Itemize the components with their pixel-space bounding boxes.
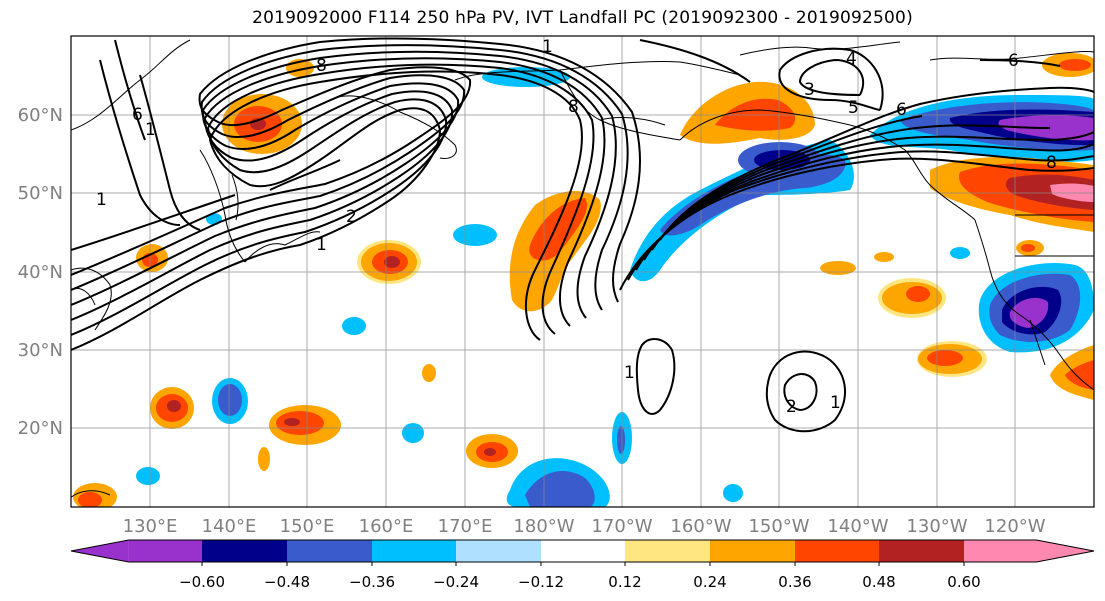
lon-label: 140°W <box>827 516 888 537</box>
colorbar-tick: 0.12 <box>608 573 641 591</box>
contour-label: 8 <box>1046 153 1057 173</box>
lon-label: 160°E <box>359 516 414 537</box>
colorbar-segment <box>128 540 203 562</box>
lat-label: 40°N <box>18 262 63 283</box>
contour-label: 6 <box>896 100 907 120</box>
lat-label: 60°N <box>18 105 63 126</box>
colorbar-segment <box>964 540 1037 562</box>
contour-label: 2 <box>786 397 797 417</box>
lat-label: 50°N <box>18 183 63 204</box>
colorbar-ticks: −0.60 −0.48 −0.36 −0.24 −0.12 0.12 0.24 … <box>179 573 981 591</box>
contour-label: 1 <box>624 363 635 383</box>
colorbar-segment <box>879 540 965 562</box>
colorbar-extend-min <box>71 540 129 562</box>
colorbar-tick: −0.12 <box>518 573 564 591</box>
lon-label: 120°W <box>984 516 1045 537</box>
lon-label: 140°E <box>202 516 257 537</box>
graticule <box>71 36 1094 507</box>
contour-label: 1 <box>542 37 553 57</box>
colorbar-extend-max <box>1036 540 1094 562</box>
contour-label: 1 <box>316 235 327 255</box>
contour-label: 3 <box>804 80 815 100</box>
contour-label: 4 <box>846 49 857 69</box>
lon-label: 130°W <box>906 516 967 537</box>
contour-label: 6 <box>1008 51 1019 71</box>
colorbar-segment <box>710 540 796 562</box>
contour-label: 5 <box>848 98 859 118</box>
lon-label: 150°E <box>280 516 335 537</box>
colorbar-tick: 0.24 <box>693 573 726 591</box>
colorbar-segment <box>625 540 711 562</box>
contour-label: 1 <box>830 393 841 413</box>
colorbar-tick: 0.60 <box>947 573 980 591</box>
lon-label: 130°E <box>123 516 178 537</box>
contour-label: 8 <box>568 97 579 117</box>
figure-title: 2019092000 F114 250 hPa PV, IVT Landfall… <box>252 8 913 28</box>
lat-axis: 60°N 50°N 40°N 30°N 20°N <box>18 105 63 439</box>
lon-label: 170°E <box>438 516 493 537</box>
lat-label: 30°N <box>18 340 63 361</box>
colorbar-tick: −0.24 <box>433 573 479 591</box>
colorbar-segment <box>795 540 880 562</box>
contour-label: 1 <box>96 190 107 210</box>
colorbar <box>70 539 1095 566</box>
colorbar-segment <box>202 540 288 562</box>
contour-label: 8 <box>316 56 327 76</box>
contour-label: 2 <box>346 207 357 227</box>
colorbar-segment <box>456 540 542 562</box>
lon-label: 170°W <box>591 516 652 537</box>
colorbar-tick: 0.48 <box>862 573 895 591</box>
lat-label: 20°N <box>18 418 63 439</box>
contour-labels: 8 8 1 2 1 6 1 3 4 5 6 6 8 1 1 2 1 <box>96 37 1057 417</box>
lon-label: 150°W <box>748 516 809 537</box>
lon-axis: 130°E 140°E 150°E 160°E 170°E 180°W 170°… <box>123 516 1046 537</box>
map-frame <box>70 35 1095 508</box>
colorbar-segment <box>372 540 457 562</box>
colorbar-outline <box>70 539 1095 563</box>
contour-label: 1 <box>145 120 156 140</box>
colorbar-tick: −0.48 <box>264 573 310 591</box>
contour-label: 6 <box>132 105 143 125</box>
colorbar-segment <box>541 540 626 562</box>
colorbar-tick: −0.60 <box>179 573 225 591</box>
lon-label: 180°W <box>513 516 574 537</box>
lon-label: 160°W <box>670 516 731 537</box>
pc-shading <box>73 53 1094 507</box>
colorbar-tick: −0.36 <box>349 573 395 591</box>
colorbar-tick: 0.36 <box>778 573 811 591</box>
coastlines <box>71 39 1094 498</box>
colorbar-segment <box>287 540 373 562</box>
pv-contours <box>71 37 1094 433</box>
